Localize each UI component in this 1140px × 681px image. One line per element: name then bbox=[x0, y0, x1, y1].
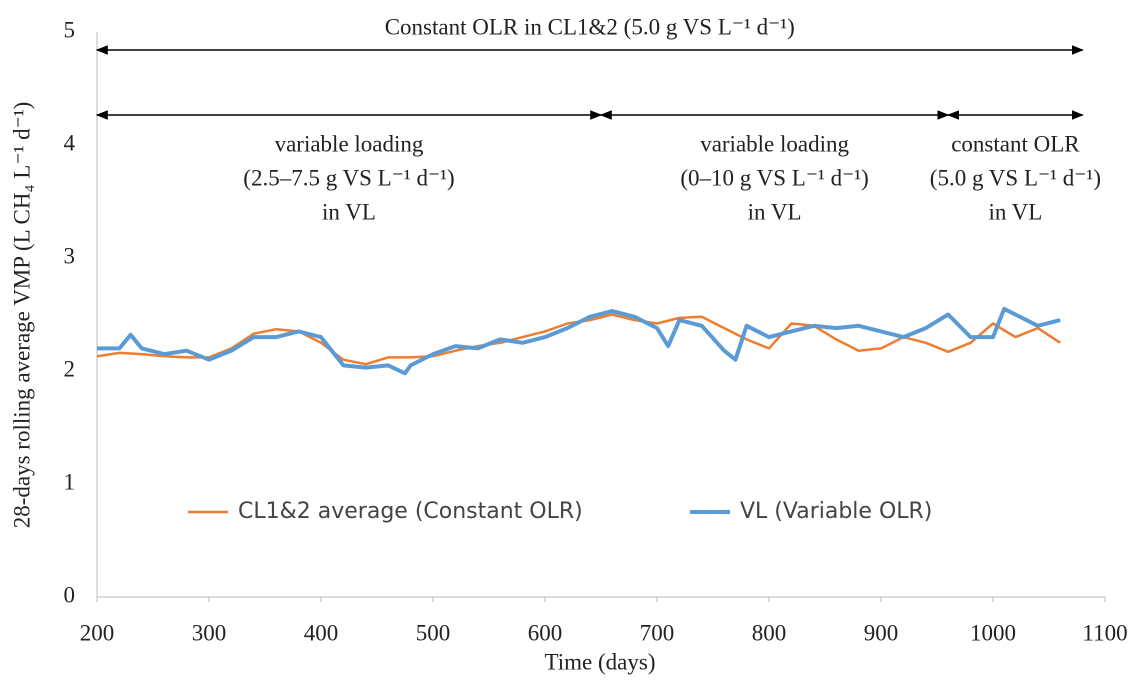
annotation-text: (0–10 g VS L⁻¹ d⁻¹) bbox=[680, 165, 868, 190]
annotation-text: in VL bbox=[748, 199, 802, 224]
annotation-text: variable loading bbox=[275, 131, 424, 156]
x-tick-label: 300 bbox=[192, 620, 227, 645]
x-tick-label: 1100 bbox=[1082, 620, 1127, 645]
y-axis-label: 28-days rolling average VMP (L CH₄ L⁻¹ d… bbox=[9, 102, 34, 529]
legend-label: VL (Variable OLR) bbox=[740, 499, 932, 524]
annotation-text: variable loading bbox=[700, 131, 849, 156]
legend: CL1&2 average (Constant OLR) VL (Variable… bbox=[188, 499, 932, 524]
legend-label: CL1&2 average (Constant OLR) bbox=[238, 499, 583, 524]
x-tick-label: 600 bbox=[528, 620, 563, 645]
x-tick-label: 500 bbox=[416, 620, 451, 645]
x-tick-label: 900 bbox=[864, 620, 899, 645]
x-tick-label: 800 bbox=[752, 620, 787, 645]
y-tick-label: 4 bbox=[64, 130, 76, 155]
y-tick-label: 0 bbox=[64, 582, 76, 607]
series-line bbox=[97, 306, 1061, 376]
y-tick-label: 3 bbox=[64, 243, 76, 268]
annotation-text: Constant OLR in CL1&2 (5.0 g VS L⁻¹ d⁻¹) bbox=[385, 14, 795, 39]
annotation-text: constant OLR bbox=[951, 131, 1080, 156]
annotation-text: in VL bbox=[988, 199, 1042, 224]
x-tick-label: 1000 bbox=[970, 620, 1016, 645]
annotation-text: (2.5–7.5 g VS L⁻¹ d⁻¹) bbox=[243, 165, 454, 190]
annotation-text: (5.0 g VS L⁻¹ d⁻¹) bbox=[930, 165, 1101, 190]
annotation-text: in VL bbox=[322, 199, 376, 224]
y-tick-label: 1 bbox=[64, 469, 76, 494]
x-tick-label: 700 bbox=[640, 620, 675, 645]
y-tick-label: 2 bbox=[64, 356, 76, 381]
x-tick-label: 400 bbox=[304, 620, 339, 645]
x-axis-label: Time (days) bbox=[545, 649, 656, 674]
y-tick-label: 5 bbox=[64, 17, 76, 42]
x-tick-label: 200 bbox=[80, 620, 115, 645]
